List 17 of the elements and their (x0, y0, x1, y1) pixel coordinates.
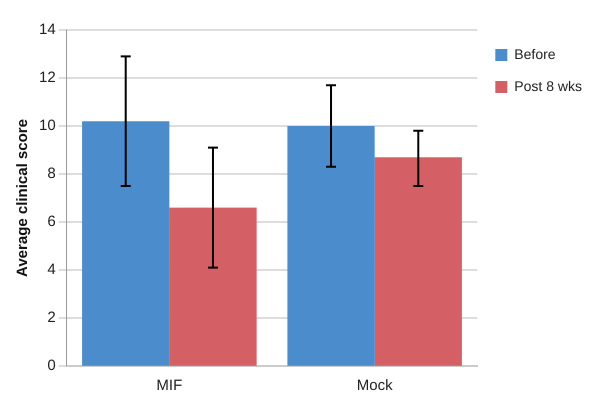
y-tick-label: 4 (47, 261, 56, 278)
y-tick-label: 6 (47, 213, 56, 230)
x-tick-label: MIF (156, 377, 182, 394)
y-tick-label: 12 (38, 69, 56, 86)
x-tick-label: Mock (356, 377, 394, 394)
y-tick-label: 0 (47, 357, 56, 374)
bar (169, 208, 257, 366)
y-tick-label: 2 (47, 309, 56, 326)
y-tick-label: 8 (47, 165, 56, 182)
legend-label: Before (514, 46, 556, 62)
legend-label: Post 8 wks (514, 78, 582, 94)
bar (287, 126, 375, 366)
y-tick-label: 14 (38, 21, 56, 38)
y-axis-title: Average clinical score (14, 119, 32, 277)
y-tick-label: 10 (38, 117, 56, 134)
bar (374, 157, 462, 366)
bar (82, 121, 170, 366)
